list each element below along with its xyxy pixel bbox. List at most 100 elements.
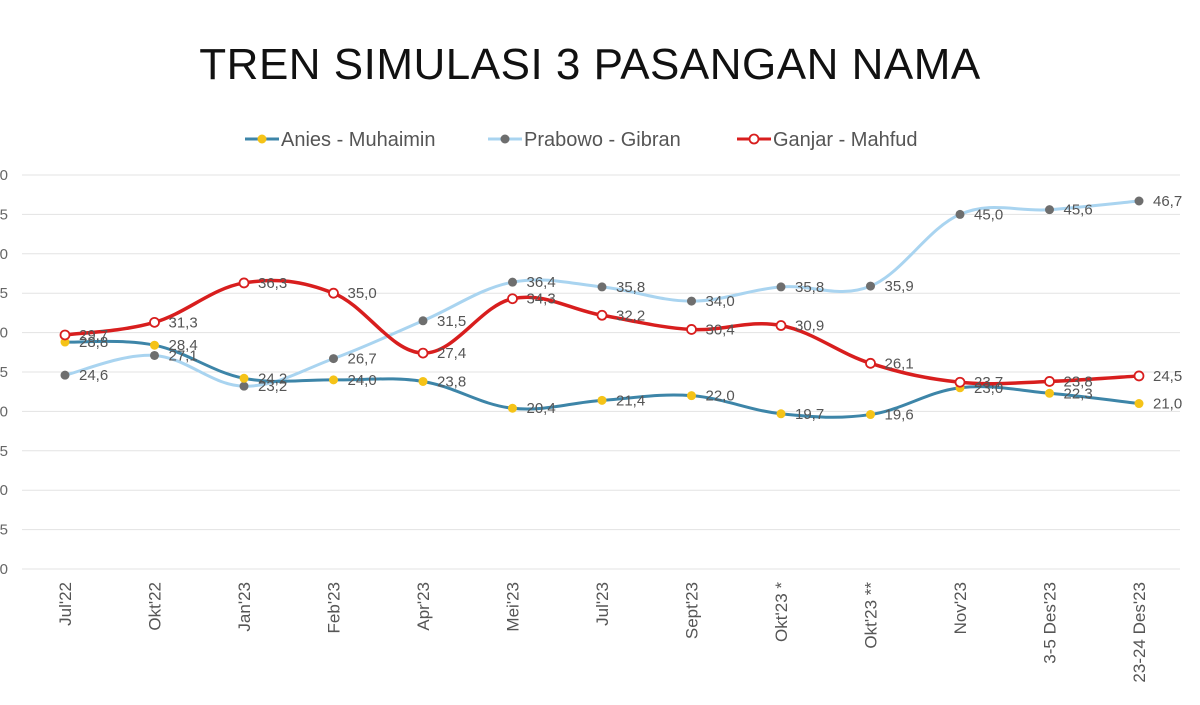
data-point: [866, 410, 875, 420]
x-tick-label: Sept'23: [683, 582, 702, 639]
data-label: 27,4: [437, 345, 466, 362]
data-label: 22,0: [706, 388, 735, 405]
data-label: 46,7: [1153, 193, 1182, 210]
y-axis-ticks: 0 5 10 15 20 25 30 35 40 45 50: [0, 167, 8, 578]
data-point: [596, 309, 608, 321]
data-label: 19,6: [885, 407, 914, 424]
data-point: [1044, 376, 1055, 387]
legend-label: Anies - Muhaimin: [281, 129, 436, 151]
data-label: 27,1: [169, 347, 198, 364]
data-point: [150, 350, 159, 360]
data-point: [1134, 196, 1144, 206]
x-tick-label: Okt'23 *: [772, 582, 791, 642]
data-label: 23,2: [258, 378, 287, 395]
gridlines: [22, 174, 1180, 570]
legend-item: Prabowo - Gibran: [488, 129, 681, 151]
y-tick-label: 35: [0, 285, 8, 302]
data-label: 45,6: [1064, 202, 1093, 219]
data-label: 23,8: [1064, 373, 1093, 390]
data-label: 35,8: [616, 279, 645, 296]
data-point: [417, 347, 429, 359]
y-tick-label: 5: [0, 522, 8, 539]
x-axis-ticks: Jul'22 Okt'22 Jan'23 Feb'23 Apr'23 Mei'23 Jul'…: [56, 582, 1149, 683]
data-point: [597, 395, 607, 405]
y-tick-label: 25: [0, 364, 8, 381]
data-labels: 24,6 27,1 23,2 26,7 31,5 36,4 35,8 34,0 35,8 35,9…: [79, 193, 1182, 424]
y-tick-label: 0: [0, 561, 8, 578]
data-label: 28,8: [79, 334, 108, 351]
data-point: [1134, 399, 1144, 409]
data-label: 21,4: [616, 392, 645, 409]
data-point: [418, 376, 428, 386]
y-tick-label: 50: [0, 167, 8, 184]
y-tick-label: 40: [0, 246, 8, 263]
data-point: [329, 354, 338, 364]
data-point: [686, 324, 697, 335]
data-label: 19,7: [795, 406, 824, 423]
data-point: [329, 375, 338, 385]
data-label: 24,6: [79, 367, 108, 384]
data-label: 28,4: [169, 337, 198, 354]
data-point: [954, 376, 966, 388]
y-tick-label: 45: [0, 206, 8, 223]
data-label: 36,3: [258, 275, 287, 292]
data-point: [149, 316, 160, 328]
data-point: [776, 282, 786, 292]
data-label: 24,0: [348, 372, 377, 389]
data-point: [507, 293, 518, 305]
data-label: 34,3: [527, 291, 556, 308]
x-tick-label: Jul'23: [593, 582, 612, 626]
data-label: 35,9: [885, 278, 914, 295]
data-point: [1133, 370, 1145, 382]
y-tick-label: 15: [0, 443, 8, 460]
data-point: [776, 409, 786, 419]
chart-title: TREN SIMULASI 3 PASANGAN NAMA: [199, 40, 981, 89]
data-point: [418, 316, 428, 326]
data-point: [687, 296, 696, 306]
y-tick-label: 20: [0, 403, 8, 420]
y-tick-label: 30: [0, 325, 8, 342]
data-label: 23,0: [974, 380, 1003, 397]
y-tick-label: 10: [0, 482, 8, 499]
data-point: [775, 320, 787, 331]
data-label: 30,9: [795, 318, 824, 335]
data-label: 23,7: [974, 374, 1003, 391]
data-label: 26,7: [348, 351, 377, 368]
data-point: [328, 287, 339, 299]
series-markers: [59, 196, 1145, 420]
x-tick-label: Jul'22: [56, 582, 75, 626]
legend-item: Ganjar - Mahfud: [737, 129, 918, 151]
data-label: 26,1: [885, 355, 914, 372]
x-tick-label: Okt'22: [146, 582, 165, 631]
data-point: [239, 373, 249, 383]
x-tick-label: Mei'23: [504, 582, 523, 632]
data-label: 30,4: [706, 321, 735, 338]
data-label: 21,0: [1153, 396, 1182, 413]
data-label: 35,8: [795, 279, 824, 296]
x-tick-label: Nov'23: [951, 582, 970, 634]
data-point: [1045, 205, 1054, 215]
data-point: [508, 403, 517, 413]
data-point: [150, 340, 159, 350]
data-label: 31,3: [169, 314, 198, 331]
data-label: 45,0: [974, 206, 1003, 223]
data-label: 32,2: [616, 307, 645, 324]
data-label: 29,7: [79, 327, 108, 344]
data-point: [865, 357, 876, 369]
x-tick-label: Jan'23: [235, 582, 254, 632]
data-label: 22,3: [1064, 385, 1093, 402]
data-point: [238, 277, 250, 289]
legend-label: Prabowo - Gibran: [524, 129, 681, 151]
data-point: [1045, 388, 1054, 398]
x-tick-label: Okt'23 **: [862, 582, 881, 649]
x-tick-label: 3-5 Des'23: [1041, 582, 1060, 664]
data-point: [955, 209, 965, 219]
data-point: [508, 277, 517, 287]
data-label: 24,5: [1153, 368, 1182, 385]
legend-item: Anies - Muhaimin: [245, 129, 436, 151]
data-label: 23,8: [437, 373, 466, 390]
data-point: [597, 282, 607, 292]
data-label: 24,2: [258, 370, 287, 387]
x-tick-label: 23-24 Des'23: [1130, 582, 1149, 683]
